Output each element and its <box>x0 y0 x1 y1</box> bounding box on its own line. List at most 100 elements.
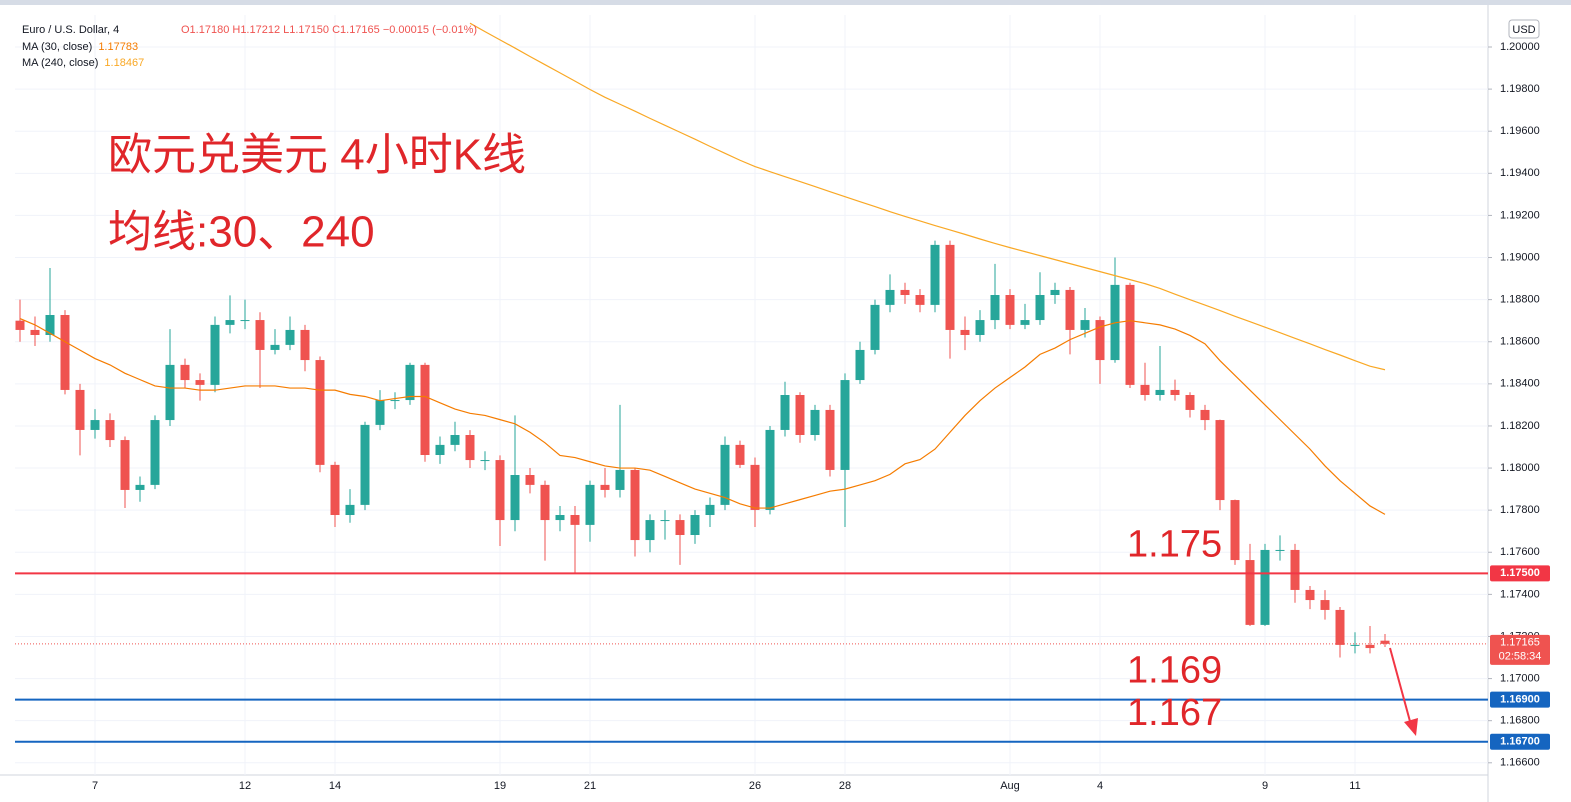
x-tick-label: Aug <box>1000 780 1020 792</box>
y-tick-label: 1.18600 <box>1500 336 1540 348</box>
candle-body <box>360 424 370 505</box>
candle-body <box>750 464 760 510</box>
candle-body <box>1185 395 1195 410</box>
candle-body <box>180 364 190 381</box>
candle-body <box>465 435 475 461</box>
candle-body <box>240 320 250 322</box>
candle-body <box>600 484 610 490</box>
candle-body <box>930 244 940 305</box>
candle-body <box>210 324 220 385</box>
last-price-badge <box>1490 634 1550 665</box>
y-tick-label: 1.19200 <box>1500 209 1540 221</box>
candle-body <box>375 400 385 425</box>
y-tick-label: 1.19000 <box>1500 251 1540 263</box>
x-tick-label: 14 <box>329 780 341 792</box>
candle-body <box>795 395 805 435</box>
candle-body <box>270 344 280 350</box>
candle-body <box>135 484 145 490</box>
candle-body <box>285 329 295 345</box>
y-tick-label: 1.19400 <box>1500 167 1540 179</box>
candle-body <box>570 515 580 525</box>
candle-body <box>30 329 40 335</box>
candle-body <box>165 364 175 421</box>
candle-body <box>585 484 595 525</box>
candle-body <box>1125 284 1135 385</box>
candle-body <box>1140 384 1150 395</box>
candle-body <box>1095 320 1105 361</box>
x-tick-label: 9 <box>1262 780 1268 792</box>
candle-body <box>1245 560 1255 625</box>
legend-name: MA (240, close) <box>22 57 98 69</box>
x-tick-label: 7 <box>92 780 98 792</box>
legend-value: 1.17783 <box>98 41 138 53</box>
candle-body <box>510 475 520 521</box>
candle-body <box>390 400 400 402</box>
candle-body <box>300 329 310 361</box>
candle-body <box>915 295 925 305</box>
y-tick-label: 1.20000 <box>1500 41 1540 53</box>
currency: USD <box>1512 24 1535 36</box>
candle-body <box>990 295 1000 321</box>
y-tick-label: 1.16800 <box>1500 715 1540 727</box>
candle-body <box>1170 389 1180 395</box>
y-tick-label: 1.18800 <box>1500 294 1540 306</box>
x-tick-label: 26 <box>749 780 761 792</box>
x-tick-label: 19 <box>494 780 506 792</box>
candle-body <box>330 464 340 515</box>
level-annotation: 1.175 <box>1127 523 1222 565</box>
ma-line <box>19 318 1386 515</box>
currency-box <box>1508 19 1540 39</box>
candle-body <box>405 364 415 401</box>
candle-body <box>540 484 550 521</box>
candle-body <box>1380 640 1390 644</box>
candle-body <box>960 329 970 335</box>
grid: 1.20000 1.19800 1.19600 1.19400 1.19200 1.190… <box>15 15 1540 792</box>
candle-body <box>870 304 880 350</box>
candle-body <box>1080 320 1090 330</box>
candle-body <box>720 444 730 505</box>
x-tick-label: 12 <box>239 780 251 792</box>
y-tick-label: 1.17800 <box>1500 504 1540 516</box>
y-tick-label: 1.18000 <box>1500 462 1540 474</box>
candle-body <box>480 460 490 462</box>
candle-body <box>975 320 985 335</box>
candle-body <box>555 515 565 521</box>
candle-body <box>900 289 910 295</box>
x-tick-label: 28 <box>839 780 851 792</box>
legend-name: MA (30, close) <box>22 41 92 53</box>
candle-body <box>705 504 715 515</box>
candle-body <box>630 469 640 541</box>
candle-body <box>1230 500 1240 561</box>
candle-body <box>1290 549 1300 590</box>
candle-body <box>1050 289 1060 295</box>
candle-body <box>120 440 130 490</box>
candle-body <box>1035 295 1045 321</box>
candle-body <box>225 320 235 325</box>
candle-body <box>1350 644 1360 646</box>
candle-body <box>645 520 655 541</box>
candle-body <box>840 380 850 470</box>
y-tick-label: 1.16600 <box>1500 757 1540 769</box>
candle-body <box>1275 549 1285 551</box>
ma-line <box>469 22 1386 371</box>
candle-body <box>1005 295 1015 325</box>
annotation-title: 欧元兑美元 4小时K线 <box>108 131 526 180</box>
candle-body <box>255 320 265 350</box>
candle-body <box>75 389 85 430</box>
candle-body <box>735 444 745 465</box>
candle-body <box>420 364 430 455</box>
y-tick-label: 1.17400 <box>1500 588 1540 600</box>
x-tick-label: 4 <box>1097 780 1103 792</box>
candle-body <box>825 409 835 470</box>
candle-body <box>810 409 820 435</box>
y-tick-label: 1.19800 <box>1500 83 1540 95</box>
candle-body <box>1020 320 1030 325</box>
annotation-subtitle: 均线:30、240 <box>108 208 375 257</box>
candle-body <box>315 360 325 465</box>
level-badge <box>1490 565 1550 582</box>
level-annotation: 1.169 <box>1127 650 1222 692</box>
candle-body <box>690 515 700 535</box>
candle-body <box>150 420 160 485</box>
